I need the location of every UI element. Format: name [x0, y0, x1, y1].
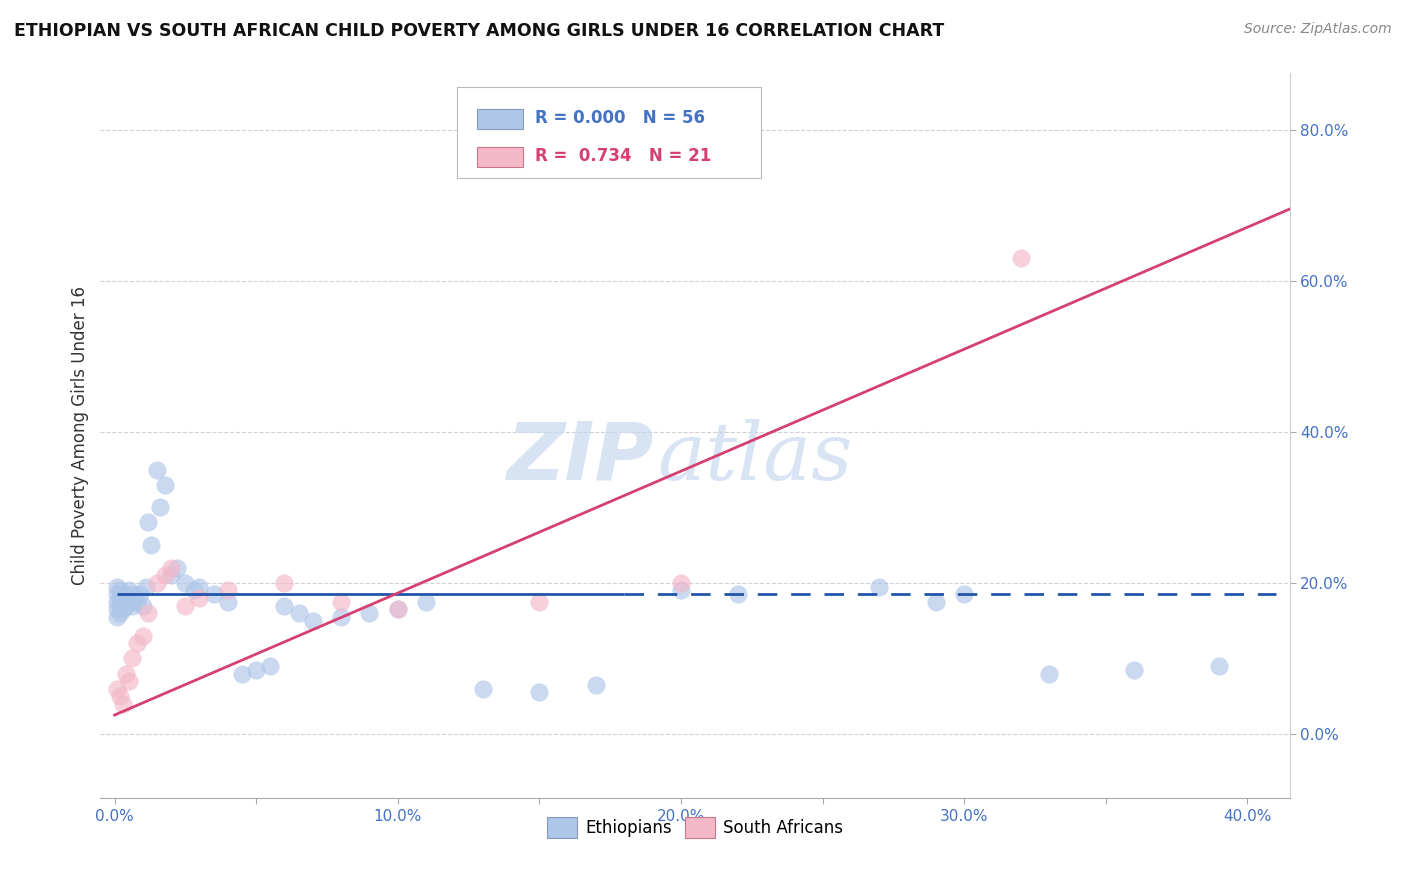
- Text: atlas: atlas: [657, 418, 852, 496]
- Point: [330, 595, 353, 609]
- Point: [146, 462, 169, 476]
- Point: [115, 599, 138, 613]
- Point: [108, 599, 131, 613]
- Point: [727, 587, 749, 601]
- Point: [138, 606, 160, 620]
- Point: [115, 666, 138, 681]
- Point: [174, 575, 197, 590]
- Point: [132, 599, 155, 613]
- Point: [105, 587, 128, 601]
- Point: [111, 595, 134, 609]
- Point: [141, 538, 163, 552]
- Point: [231, 666, 253, 681]
- Point: [585, 678, 607, 692]
- Point: [359, 606, 381, 620]
- Point: [108, 606, 131, 620]
- Point: [108, 583, 131, 598]
- Point: [245, 663, 267, 677]
- Point: [669, 575, 692, 590]
- Point: [217, 583, 239, 598]
- Point: [138, 516, 160, 530]
- Point: [105, 595, 128, 609]
- Point: [127, 636, 149, 650]
- Point: [124, 591, 146, 605]
- Point: [529, 685, 551, 699]
- Point: [108, 591, 131, 605]
- Point: [529, 595, 551, 609]
- Point: [217, 595, 239, 609]
- Point: [155, 477, 177, 491]
- Point: [415, 595, 437, 609]
- Point: [183, 583, 205, 598]
- Text: ZIP: ZIP: [506, 418, 654, 496]
- Point: [149, 500, 172, 515]
- Point: [1208, 659, 1230, 673]
- Point: [155, 568, 177, 582]
- Point: [105, 610, 128, 624]
- Point: [118, 595, 141, 609]
- Point: [121, 599, 143, 613]
- Point: [160, 560, 183, 574]
- Point: [111, 602, 134, 616]
- Point: [121, 587, 143, 601]
- Point: [115, 591, 138, 605]
- Point: [471, 681, 494, 696]
- Point: [868, 580, 890, 594]
- Text: Source: ZipAtlas.com: Source: ZipAtlas.com: [1244, 22, 1392, 37]
- Point: [135, 580, 157, 594]
- Point: [202, 587, 225, 601]
- Bar: [478, 147, 523, 168]
- Point: [669, 583, 692, 598]
- Point: [121, 651, 143, 665]
- Point: [111, 697, 134, 711]
- Point: [1123, 663, 1146, 677]
- Point: [953, 587, 976, 601]
- FancyBboxPatch shape: [457, 87, 761, 178]
- Point: [1038, 666, 1060, 681]
- Point: [160, 568, 183, 582]
- Point: [287, 606, 309, 620]
- Point: [108, 689, 131, 703]
- Point: [111, 587, 134, 601]
- Point: [105, 580, 128, 594]
- Point: [146, 575, 169, 590]
- Text: ETHIOPIAN VS SOUTH AFRICAN CHILD POVERTY AMONG GIRLS UNDER 16 CORRELATION CHART: ETHIOPIAN VS SOUTH AFRICAN CHILD POVERTY…: [14, 22, 945, 40]
- Point: [188, 591, 211, 605]
- Point: [387, 602, 409, 616]
- Text: R =  0.734   N = 21: R = 0.734 N = 21: [534, 147, 711, 165]
- Legend: Ethiopians, South Africans: Ethiopians, South Africans: [540, 811, 851, 844]
- Point: [174, 599, 197, 613]
- Point: [259, 659, 281, 673]
- Point: [273, 599, 295, 613]
- Point: [129, 587, 152, 601]
- Point: [132, 629, 155, 643]
- Point: [105, 681, 128, 696]
- Bar: [478, 109, 523, 128]
- Point: [166, 560, 188, 574]
- Point: [301, 614, 323, 628]
- Point: [273, 575, 295, 590]
- Point: [118, 583, 141, 598]
- Point: [127, 595, 149, 609]
- Point: [330, 610, 353, 624]
- Point: [387, 602, 409, 616]
- Point: [188, 580, 211, 594]
- Point: [925, 595, 948, 609]
- Point: [1010, 251, 1032, 265]
- Point: [118, 674, 141, 689]
- Point: [105, 602, 128, 616]
- Y-axis label: Child Poverty Among Girls Under 16: Child Poverty Among Girls Under 16: [72, 286, 89, 585]
- Text: R = 0.000   N = 56: R = 0.000 N = 56: [534, 109, 704, 127]
